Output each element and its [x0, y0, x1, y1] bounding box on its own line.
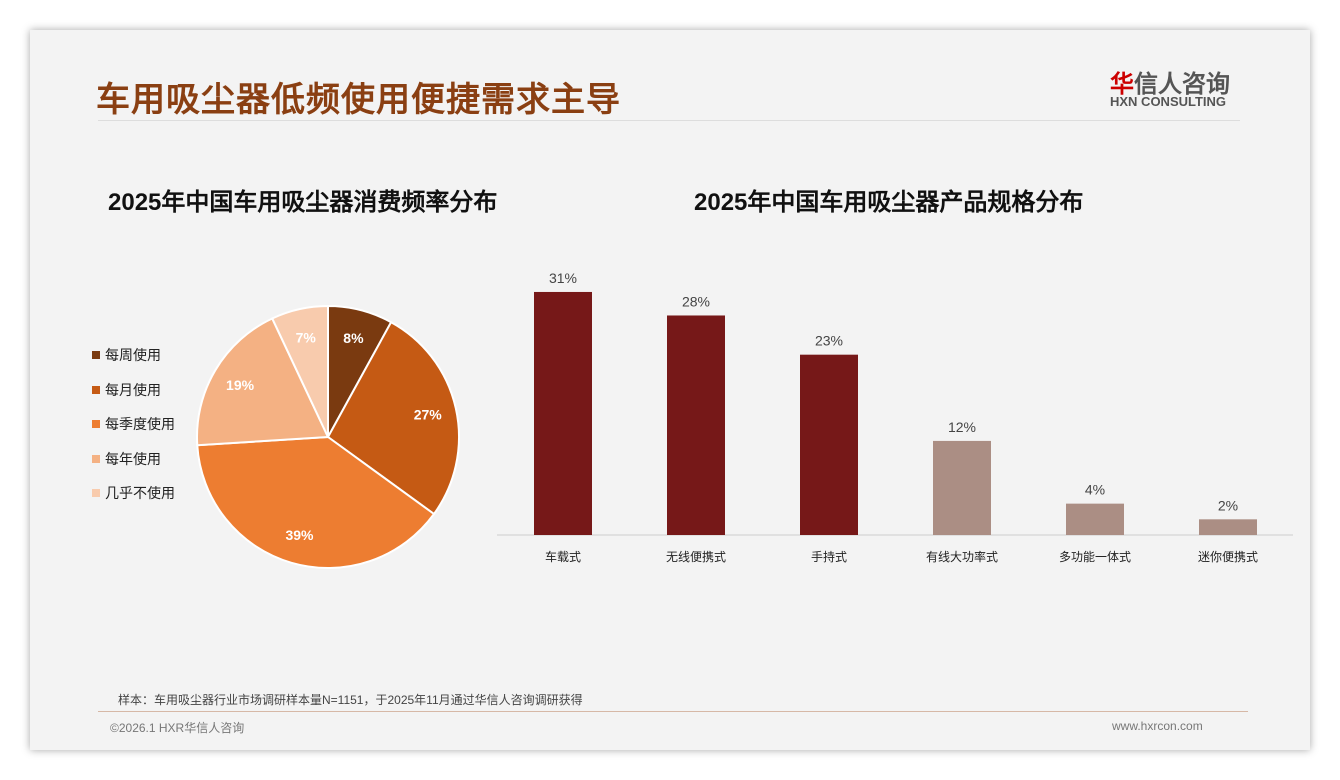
legend-swatch	[92, 351, 100, 359]
legend-item: 每年使用	[92, 449, 161, 469]
bar	[1199, 519, 1257, 535]
sample-note: 样本：车用吸尘器行业市场调研样本量N=1151，于2025年11月通过华信人咨询…	[118, 693, 583, 707]
bar-data-label: 28%	[682, 293, 710, 309]
pie-chart-title: 2025年中国车用吸尘器消费频率分布	[108, 189, 498, 216]
x-tick-label: 车载式	[545, 549, 581, 564]
bar-data-label: 4%	[1085, 482, 1105, 498]
pie-slice	[196, 317, 330, 447]
bar	[667, 315, 725, 535]
charts: 8% 27% 39% 19% 7% 31% 车载式 28% 无线便携式 23% 手持式 12% 有线大功…	[196, 270, 1293, 569]
pie-data-label: 39%	[285, 527, 314, 543]
bar-chart-title: 2025年中国车用吸尘器产品规格分布	[694, 189, 1084, 216]
legend-item: 几乎不使用	[92, 483, 175, 503]
legend-swatch	[92, 420, 100, 428]
bar-data-label: 2%	[1218, 497, 1238, 513]
legend-item: 每周使用	[92, 345, 161, 365]
bar	[800, 354, 858, 535]
bar	[534, 291, 592, 535]
legend-label: 每季度使用	[105, 416, 175, 432]
pie-data-label: 8%	[343, 330, 364, 346]
legend-item: 每月使用	[92, 380, 161, 400]
bar-data-label: 31%	[549, 270, 577, 286]
divider	[98, 120, 1240, 121]
pie-slice	[270, 304, 329, 438]
legend-label: 几乎不使用	[105, 485, 175, 501]
website: www.hxrcon.com	[1112, 719, 1203, 733]
bar	[933, 440, 991, 535]
bar	[1066, 503, 1124, 535]
pie-data-label: 7%	[296, 329, 317, 345]
logo: 华信人咨询	[1110, 71, 1230, 98]
pie-slice	[326, 320, 460, 516]
pie-data-label: 27%	[414, 407, 443, 423]
pie-data-label: 19%	[226, 377, 255, 393]
footer-divider	[98, 711, 1248, 712]
x-tick-label: 手持式	[811, 549, 847, 564]
bar-data-label: 23%	[815, 333, 843, 349]
legend-item: 每季度使用	[92, 414, 175, 434]
legend-label: 每年使用	[105, 450, 161, 467]
legend-swatch	[92, 489, 100, 497]
page-title: 车用吸尘器低频使用便捷需求主导	[96, 81, 621, 119]
slide: 车用吸尘器低频使用便捷需求主导 华信人咨询 HXN CONSULTING 202…	[30, 30, 1310, 750]
bar-data-label: 12%	[948, 419, 976, 435]
x-tick-label: 多功能一体式	[1059, 550, 1131, 564]
x-tick-label: 无线便携式	[666, 549, 726, 564]
legend-swatch	[92, 454, 100, 463]
x-tick-label: 有线大功率式	[926, 549, 998, 564]
legend-swatch	[92, 385, 100, 394]
legend-label: 每月使用	[105, 381, 161, 398]
copyright: ©2026.1 HXR华信人咨询	[110, 721, 245, 735]
logo-subtitle: HXN CONSULTING	[1110, 94, 1227, 109]
x-tick-label: 迷你便携式	[1198, 549, 1258, 564]
legend-label: 每周使用	[105, 347, 161, 363]
pie-slice	[196, 435, 436, 569]
